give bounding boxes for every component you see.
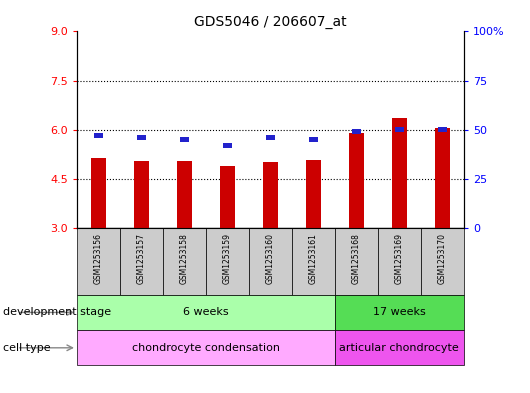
Text: cell type: cell type (3, 343, 50, 353)
Bar (421, 228, 464, 295)
Text: development stage: development stage (3, 307, 111, 318)
Bar (249, 228, 292, 295)
Bar (91, 158, 106, 228)
Text: 17 weeks: 17 weeks (373, 307, 426, 318)
Bar (335, 228, 378, 295)
Bar (77, 228, 120, 295)
Bar (263, 162, 278, 228)
Bar (435, 128, 450, 228)
Text: GSM1253158: GSM1253158 (180, 233, 189, 284)
Bar (395, 127, 404, 132)
Bar (134, 161, 149, 228)
Text: GSM1253168: GSM1253168 (352, 233, 361, 284)
Bar (392, 118, 407, 228)
Text: GSM1253159: GSM1253159 (223, 233, 232, 284)
Bar (94, 133, 103, 138)
Text: chondrocyte condensation: chondrocyte condensation (132, 343, 280, 353)
Bar (177, 161, 192, 228)
Bar (223, 143, 232, 148)
Bar (438, 127, 447, 132)
Text: GSM1253169: GSM1253169 (395, 233, 404, 284)
Text: GSM1253157: GSM1253157 (137, 233, 146, 284)
Bar (306, 160, 321, 228)
Bar (206, 228, 249, 295)
Bar (77, 330, 335, 365)
Bar (120, 228, 163, 295)
Bar (349, 133, 364, 228)
Bar (137, 135, 146, 140)
Text: GSM1253161: GSM1253161 (309, 233, 318, 284)
Bar (309, 137, 318, 142)
Bar (77, 295, 335, 330)
Bar (266, 135, 275, 140)
Bar (163, 228, 206, 295)
Text: GSM1253160: GSM1253160 (266, 233, 275, 284)
Bar (220, 166, 235, 228)
Text: GSM1253170: GSM1253170 (438, 233, 447, 284)
Text: 6 weeks: 6 weeks (183, 307, 228, 318)
Bar (292, 228, 335, 295)
Text: GSM1253156: GSM1253156 (94, 233, 103, 284)
Bar (335, 295, 464, 330)
Title: GDS5046 / 206607_at: GDS5046 / 206607_at (194, 15, 347, 29)
Bar (378, 228, 421, 295)
Text: articular chondrocyte: articular chondrocyte (339, 343, 459, 353)
Bar (352, 129, 361, 134)
Bar (180, 137, 189, 142)
Bar (335, 330, 464, 365)
